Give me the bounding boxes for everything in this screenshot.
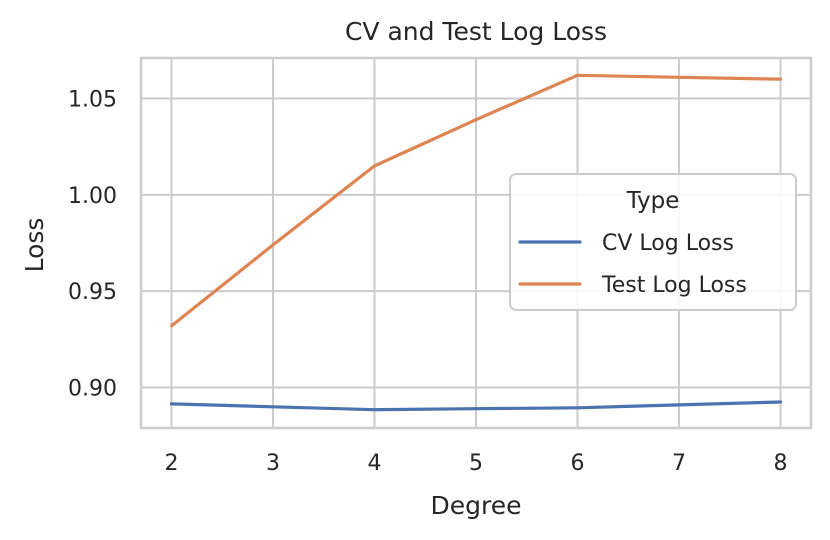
series-lines <box>169 73 783 412</box>
legend-label: CV Log Loss <box>602 231 734 256</box>
plot-frame <box>139 56 813 430</box>
legend-items: CV Log Loss Test Log Loss <box>518 231 747 298</box>
x-tick-label: 4 <box>367 451 381 476</box>
y-tick-label: 0.90 <box>68 377 117 402</box>
x-tick-label: 3 <box>266 451 280 476</box>
legend-label: Test Log Loss <box>601 273 747 298</box>
x-tick-label: 6 <box>571 451 585 476</box>
x-tick-label: 5 <box>469 451 483 476</box>
x-axis-label: Degree <box>431 491 522 520</box>
x-tick-label: 7 <box>672 451 686 476</box>
y-tick-labels: 0.90 0.95 1.00 1.05 <box>68 87 117 401</box>
legend-title: Type <box>626 188 680 214</box>
legend: Type CV Log Loss Test Log Loss <box>509 173 797 311</box>
series-line-test-log-loss <box>169 73 783 328</box>
x-tick-label: 8 <box>774 451 788 476</box>
y-axis-label: Loss <box>20 218 49 273</box>
y-tick-label: 1.00 <box>68 184 117 209</box>
x-tick-labels: 2 3 4 5 6 7 8 <box>164 451 787 476</box>
x-tick-label: 2 <box>164 451 178 476</box>
legend-box <box>509 173 797 311</box>
chart-title: CV and Test Log Loss <box>345 17 607 46</box>
series-line-cv-log-loss <box>169 400 783 412</box>
y-tick-label: 0.95 <box>68 280 117 305</box>
y-tick-label: 1.05 <box>68 87 117 112</box>
